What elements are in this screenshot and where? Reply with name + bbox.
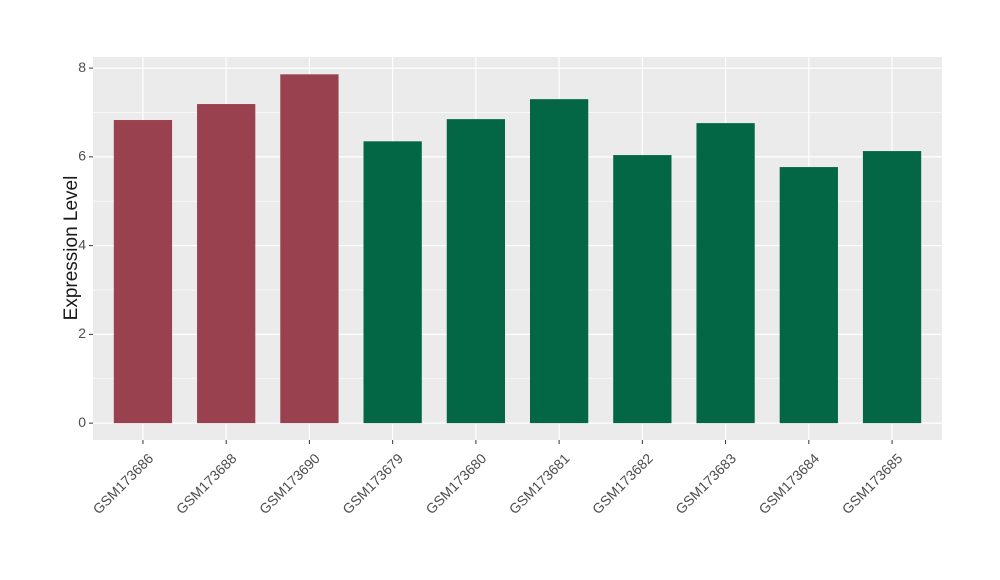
x-tick-label: GSM173679	[339, 450, 406, 517]
bar	[363, 141, 422, 424]
bar	[779, 167, 838, 424]
bar	[197, 104, 256, 424]
x-tick-label: GSM173683	[672, 450, 739, 517]
y-axis-title: Expression Level	[61, 176, 82, 321]
x-tick-label: GSM173685	[839, 450, 906, 517]
y-tick-label: 8	[78, 59, 86, 75]
y-tick-label: 2	[78, 325, 86, 341]
bar	[529, 99, 589, 424]
y-tick-label: 0	[78, 414, 86, 430]
bar	[862, 151, 922, 424]
bar	[113, 120, 173, 424]
x-tick-label: GSM173681	[506, 450, 573, 517]
y-tick-label: 4	[78, 236, 86, 252]
bar	[446, 119, 506, 424]
x-tick-label: GSM173686	[90, 450, 157, 517]
x-tick-label: GSM173684	[755, 450, 822, 517]
x-tick-label: GSM173688	[173, 450, 240, 517]
bar	[280, 74, 339, 424]
bar	[696, 123, 755, 424]
x-tick-label: GSM173682	[589, 450, 656, 517]
bar	[613, 155, 672, 424]
x-tick-label: GSM173680	[422, 450, 489, 517]
x-tick-label: GSM173690	[256, 450, 323, 517]
y-tick-label: 6	[78, 148, 86, 164]
